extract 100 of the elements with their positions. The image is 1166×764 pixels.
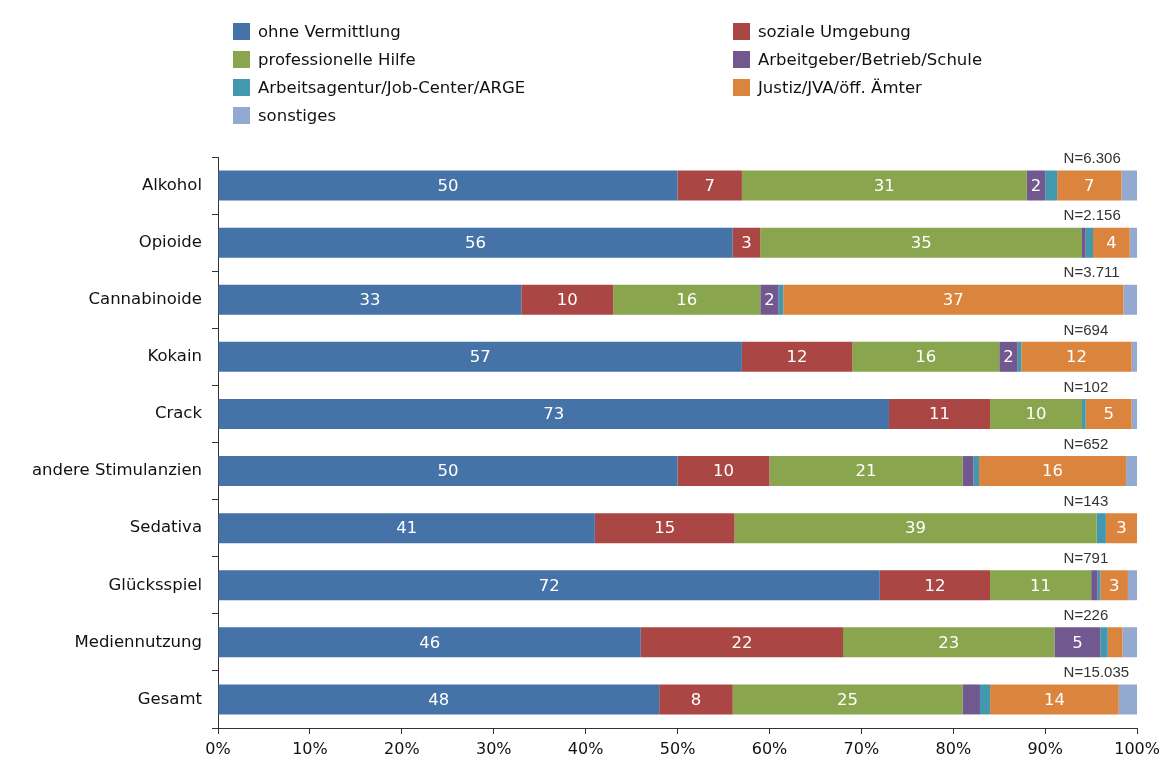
bar	[1085, 398, 1132, 429]
data-label: 73	[543, 404, 565, 424]
x-tick-label: 0%	[205, 738, 231, 758]
data-label: 25	[837, 689, 859, 709]
bar	[732, 684, 963, 715]
bar	[218, 570, 880, 601]
x-tick-label: 60%	[751, 738, 788, 758]
bar	[521, 284, 614, 315]
annotation: N=226	[1063, 606, 1109, 623]
bar	[734, 513, 1097, 544]
bar	[218, 513, 595, 544]
bar	[979, 456, 1127, 487]
data-label: 21	[855, 461, 877, 481]
data-label: 16	[676, 290, 698, 310]
x-tick-label: 20%	[384, 738, 420, 758]
data-label: 10	[556, 290, 578, 310]
bar	[1021, 341, 1132, 372]
data-label: 7	[1084, 175, 1095, 195]
legend-label: Arbeitgeber/Betrieb/Schule	[758, 49, 983, 69]
bar	[218, 684, 660, 715]
annotation: N=3.711	[1063, 263, 1120, 281]
data-label: 3	[741, 232, 752, 252]
data-label: 11	[1030, 575, 1052, 595]
annotation: N=102	[1063, 377, 1109, 395]
bar	[1100, 627, 1108, 658]
annotation: N=791	[1063, 548, 1109, 566]
data-label: 3	[1108, 575, 1120, 595]
data-label: 15	[654, 518, 676, 538]
data-label: 12	[1065, 347, 1087, 367]
data-label: 2	[1003, 347, 1014, 367]
bar	[1121, 170, 1138, 201]
y-tick-label: Cannabinoide	[88, 289, 202, 309]
data-label: 35	[910, 232, 932, 252]
bar	[659, 684, 733, 715]
bar	[1057, 170, 1122, 201]
x-tick-label: 10%	[292, 738, 328, 758]
data-label: 50	[437, 175, 459, 195]
bar	[1126, 456, 1138, 487]
y-tick-label: andere Stimulanzien	[31, 460, 202, 480]
bar	[769, 456, 963, 487]
bar	[218, 227, 733, 258]
data-label: 8	[690, 689, 702, 709]
data-label: 48	[428, 689, 450, 709]
bar	[760, 284, 779, 315]
legend-label: Arbeitsagentur/Job-Center/ARGE	[258, 77, 526, 97]
data-label: 5	[1072, 632, 1083, 652]
legend-label: ohne Vermittlung	[258, 21, 401, 41]
legend-label: soziale Umgebung	[758, 21, 911, 41]
annotation: N=694	[1063, 320, 1109, 338]
bar	[783, 284, 1124, 315]
data-label: 16	[1042, 461, 1064, 481]
legend-label: Justiz/JVA/öff. Ämter	[758, 77, 922, 97]
bar	[741, 341, 853, 372]
data-label: 56	[465, 232, 487, 252]
data-label: 10	[713, 461, 735, 481]
bar	[1081, 398, 1086, 429]
bar	[990, 570, 1092, 601]
bar	[888, 398, 991, 429]
bar	[990, 398, 1082, 429]
bar	[218, 341, 742, 372]
data-label: 12	[924, 575, 946, 595]
bar	[1107, 627, 1123, 658]
annotation: N=2.156	[1063, 206, 1121, 224]
x-tick-label: 50%	[659, 738, 696, 758]
bar	[218, 398, 889, 429]
bar	[613, 284, 761, 315]
bar	[1105, 513, 1138, 544]
x-tick-label: 80%	[935, 738, 972, 758]
bar	[1131, 398, 1138, 429]
bar	[1091, 570, 1098, 601]
bar	[1122, 627, 1138, 658]
data-label: 72	[538, 575, 560, 595]
bar	[852, 341, 1000, 372]
y-tick-label: Sedativa	[129, 517, 202, 537]
bar	[1127, 570, 1138, 601]
y-tick-label: Mediennutzung	[74, 631, 202, 651]
data-label: 50	[437, 461, 459, 481]
annotation: N=15.035	[1063, 663, 1130, 681]
bar	[732, 227, 761, 258]
bar	[962, 684, 980, 715]
data-label: 14	[1043, 689, 1065, 709]
data-label: 12	[786, 347, 808, 367]
data-label: 4	[1106, 232, 1117, 252]
data-label: 5	[1103, 404, 1114, 424]
bar	[1100, 570, 1128, 601]
data-label: 22	[731, 632, 753, 652]
annotation: N=143	[1063, 491, 1109, 509]
annotation: N=6.306	[1063, 149, 1121, 167]
data-label: 2	[764, 290, 775, 310]
data-label: 3	[1116, 518, 1127, 538]
bar	[1054, 627, 1101, 658]
bar	[677, 170, 742, 201]
bar	[741, 170, 1027, 201]
data-label: 31	[873, 175, 895, 195]
y-tick-label: Crack	[154, 403, 203, 423]
bar	[979, 684, 991, 715]
bar	[594, 513, 735, 544]
x-tick-label: 70%	[843, 738, 880, 758]
y-tick-label: Alkohol	[141, 174, 202, 194]
bar	[1131, 341, 1138, 372]
